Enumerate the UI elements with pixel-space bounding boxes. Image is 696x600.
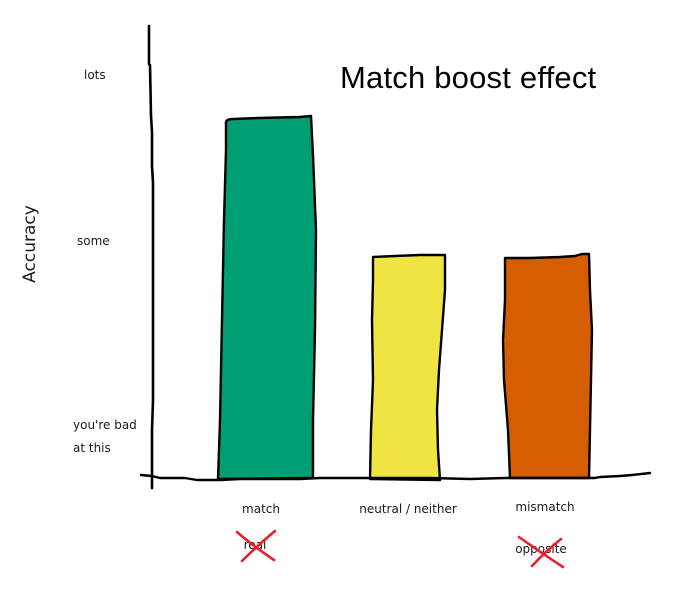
bar-match (216, 114, 318, 481)
strike-cross-opposite (517, 535, 565, 569)
strike-cross-real (235, 529, 277, 563)
bar-mismatch (501, 252, 594, 480)
chart-title: Match boost effect (340, 60, 597, 95)
x-label-mismatch: mismatch (515, 500, 575, 514)
y-axis-line (147, 24, 155, 490)
x-axis-line (139, 471, 652, 482)
y-tick-bad-line1: you're bad (73, 418, 137, 432)
y-tick-bad-line2: at this (73, 441, 111, 455)
x-label-neutral: neutral / neither (359, 502, 457, 516)
bar-neutral (368, 253, 447, 482)
x-label-match: match (242, 502, 280, 516)
y-tick-lots: lots (84, 68, 106, 82)
y-tick-some: some (77, 234, 110, 248)
